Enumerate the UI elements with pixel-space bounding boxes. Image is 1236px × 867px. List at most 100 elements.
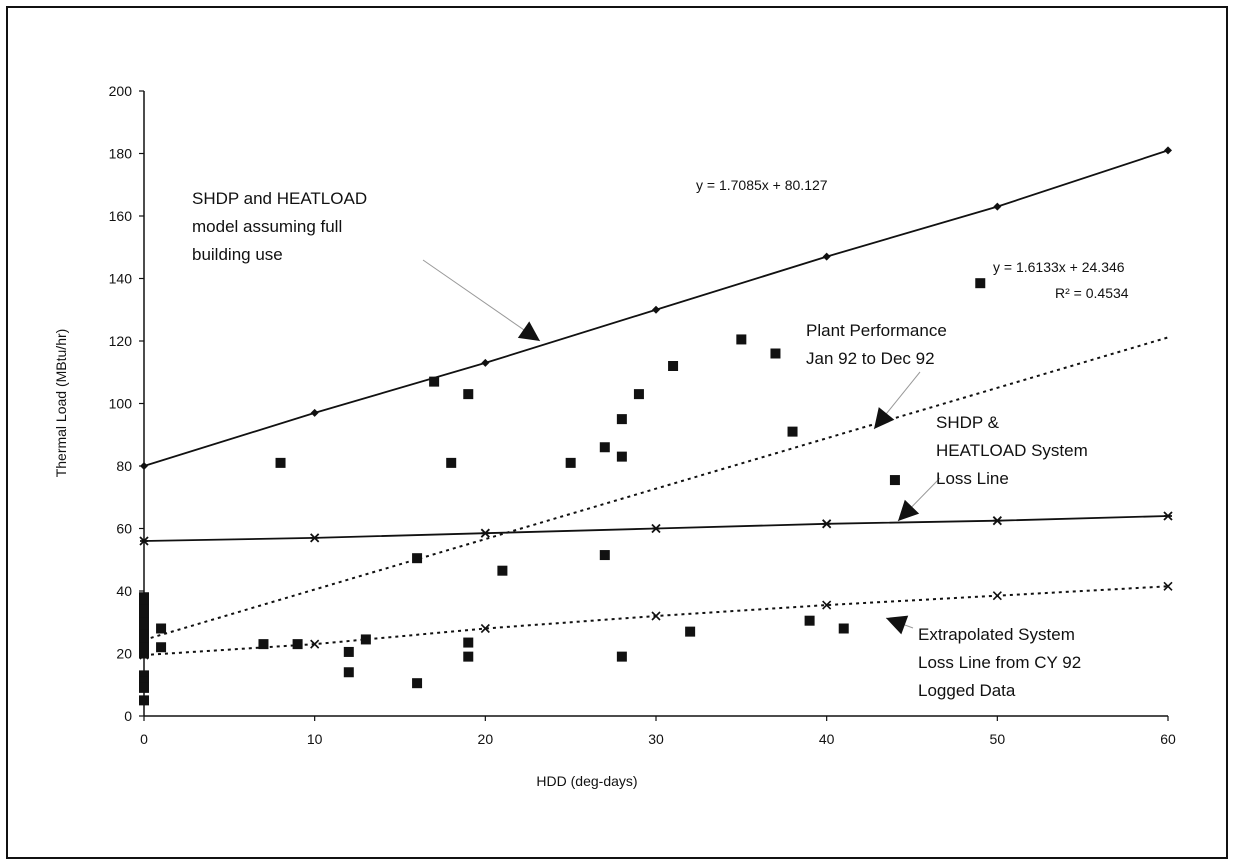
arrow-extrapolated-head [886,615,909,635]
square-marker [139,611,149,621]
annotation-model-line-2: model assuming full [192,217,342,236]
y-tick-label: 100 [109,396,133,412]
square-marker [565,457,576,468]
asterisk-marker [651,523,661,534]
square-marker [139,623,149,634]
x-marker [822,600,832,610]
square-marker [446,457,457,468]
square-marker [463,651,474,662]
square-marker [633,389,644,400]
square-marker [685,626,696,637]
x-tick-label: 10 [307,731,323,747]
diamond-marker [140,462,148,470]
diamond-marker [993,202,1002,211]
annotation-extrapolated-line-1: Extrapolated System [918,625,1075,644]
annotation-extrapolated-line-2: Loss Line from CY 92 [918,653,1081,672]
annotation-extrapolated-label: Extrapolated System Loss Line from CY 92… [918,625,1081,700]
arrow-system-loss-head [898,499,920,521]
square-marker [139,670,149,681]
series-line-4 [143,336,1169,641]
x-tick-label: 60 [1160,731,1176,747]
axes: 0 20 40 60 80 100 120 140 160 180 200 0 10 20 30 40 50 60 [109,83,1176,747]
y-tick-label: 120 [109,333,133,349]
square-marker [412,553,423,564]
y-tick-label: 200 [109,83,133,99]
asterisk-marker [992,516,1002,526]
x-marker [310,639,320,649]
square-marker [412,678,423,689]
annotation-plant-line-2: Jan 92 to Dec 92 [806,349,935,368]
annotation-model-label: SHDP and HEATLOAD model assuming full bu… [192,189,367,264]
asterisk-marker [480,528,490,538]
annotation-arrows [422,259,941,635]
x-tick-label: 20 [478,731,494,747]
square-marker [360,634,371,645]
y-tick-label: 140 [109,271,133,287]
x-tick-label: 0 [140,731,148,747]
y-tick-label: 40 [116,583,132,599]
square-marker [616,651,627,662]
square-marker [463,389,474,400]
square-marker [275,457,286,468]
square-marker [292,639,303,650]
square-marker [139,676,149,687]
diamond-marker [822,252,831,261]
square-marker [139,629,149,640]
square-marker [139,682,149,693]
annotation-system-loss-line-3: Loss Line [936,469,1009,488]
annotation-model-line-3: building use [192,245,283,264]
annotation-model-line-1: SHDP and HEATLOAD [192,189,367,208]
chart-frame: 0 20 40 60 80 100 120 140 160 180 200 0 10 20 30 40 50 60… [6,6,1228,859]
annotation-plant-line-1: Plant Performance [806,321,947,340]
x-marker [992,591,1002,601]
annotation-system-loss-line-2: HEATLOAD System [936,441,1088,460]
diamond-marker [481,358,490,367]
asterisk-marker [1163,511,1173,521]
square-marker [616,451,627,462]
square-marker [668,361,679,371]
diamond-marker [1164,146,1172,155]
square-marker [804,615,815,626]
annotation-system-loss-label: SHDP & HEATLOAD System Loss Line [936,413,1088,488]
diamond-marker [652,305,660,314]
equation-plant-trend: y = 1.6133x + 24.346 [993,259,1125,275]
square-marker [787,426,798,437]
square-marker [599,550,610,561]
square-marker [429,376,440,387]
square-marker [156,623,167,634]
x-tick-label: 50 [990,731,1006,747]
square-marker [139,642,149,653]
asterisk-marker [310,533,320,543]
annotation-plant-label: Plant Performance Jan 92 to Dec 92 [806,321,947,368]
y-tick-label: 0 [124,708,132,724]
square-marker [139,604,149,615]
x-axis-label: HDD (deg-days) [536,773,637,789]
equation-model-line: y = 1.7085x + 80.127 [696,177,828,193]
square-marker [616,414,627,425]
x-marker [480,623,490,634]
x-tick-label: 30 [648,731,664,747]
square-marker [156,642,167,653]
y-tick-label: 20 [116,646,132,662]
arrow-model-head [517,321,540,341]
square-marker [889,475,900,486]
square-marker [258,639,269,650]
x-marker [1163,581,1173,591]
diamond-marker [310,408,319,417]
square-marker [736,334,747,345]
y-tick-label: 80 [116,458,132,474]
r-squared-plant-trend: R² = 0.4534 [1055,285,1129,301]
square-marker [497,565,508,576]
x-tick-label: 40 [819,731,835,747]
series-markers [139,146,1173,706]
asterisk-marker [822,519,832,529]
y-tick-label: 60 [116,521,132,537]
square-marker [975,278,986,289]
square-marker [139,695,149,706]
y-axis-label: Thermal Load (MBtu/hr) [53,329,69,478]
y-tick-label: 160 [109,208,133,224]
square-marker [139,598,149,609]
square-marker [139,617,149,628]
square-marker [343,646,354,657]
annotation-system-loss-line-1: SHDP & [936,413,1000,432]
